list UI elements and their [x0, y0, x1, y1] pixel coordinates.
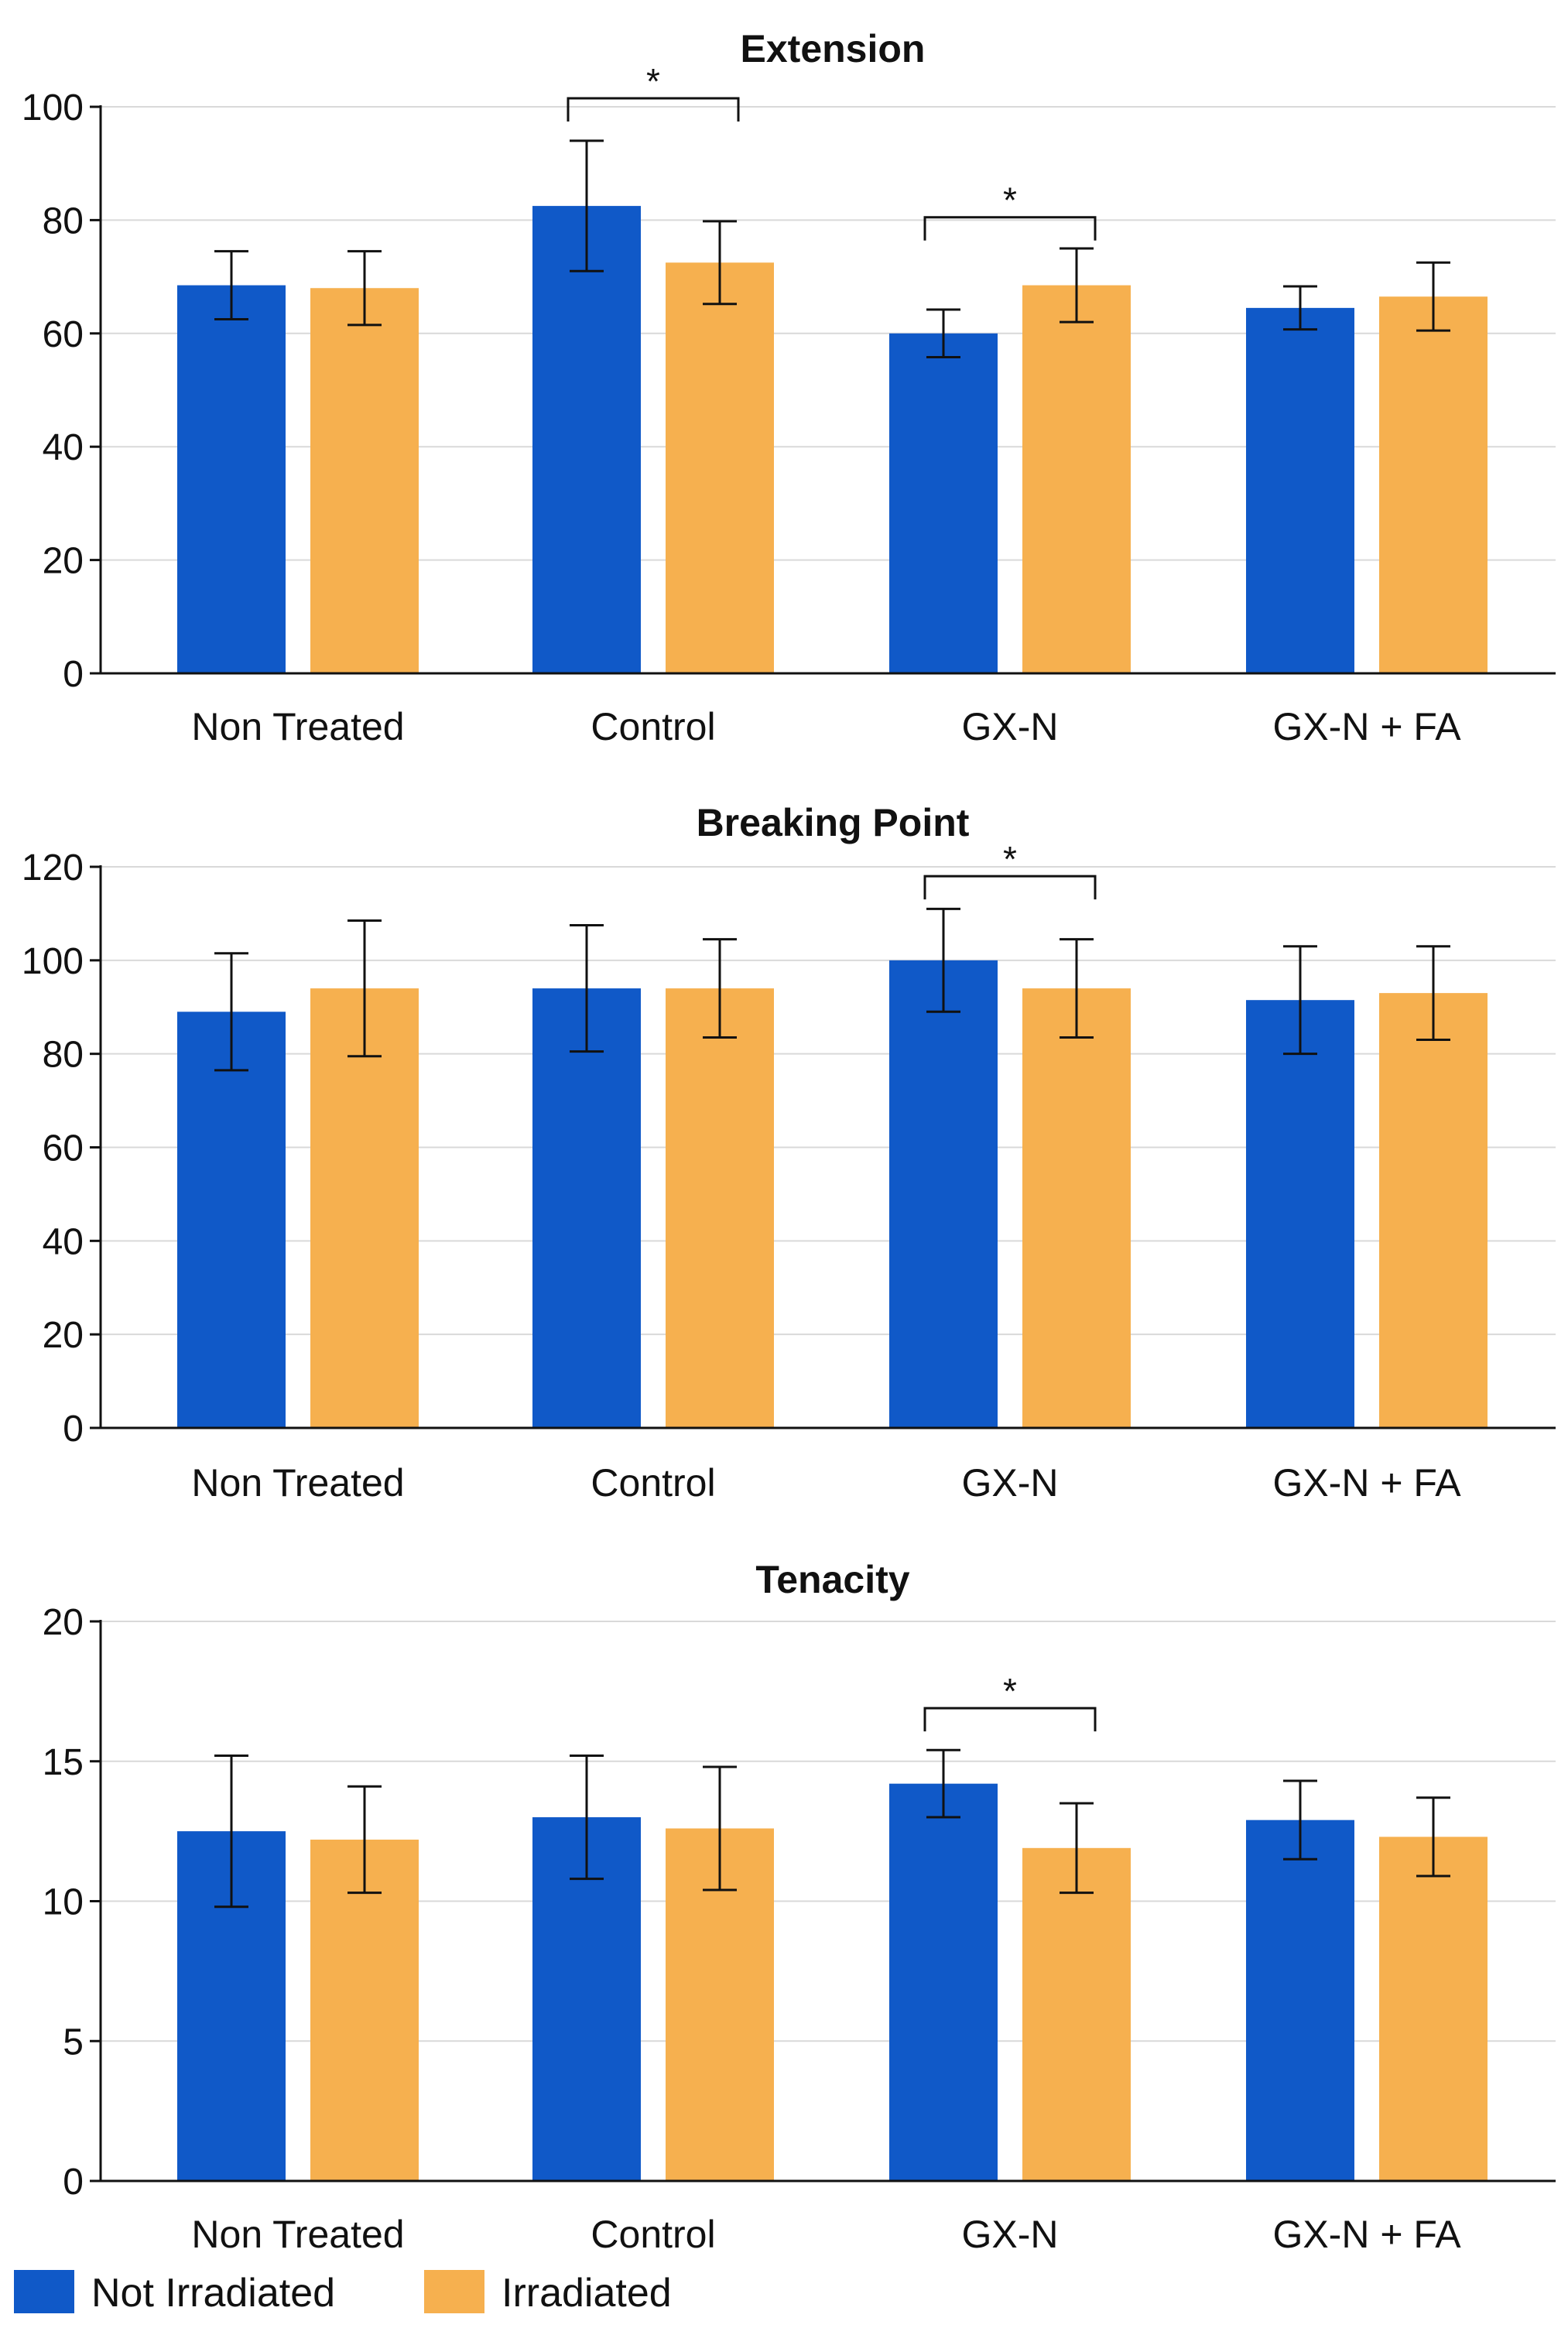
- significance-bracket: [923, 1707, 1097, 1732]
- error-bar-irradiated-non-treated: [347, 919, 382, 1058]
- significance-bracket: [923, 216, 1097, 241]
- y-tick-label: 80: [43, 200, 84, 241]
- error-bar-irradiated-gx-n: [1060, 247, 1094, 324]
- error-bar-irradiated-non-treated: [347, 1785, 382, 1895]
- y-tick-label: 20: [43, 1602, 84, 1643]
- x-category-label: GX-N: [962, 2213, 1059, 2256]
- bar-not-irradiated-gx-n-fa: [1246, 307, 1354, 673]
- y-tick-label: 40: [43, 1221, 84, 1262]
- error-bar-not-irradiated-gx-n-fa: [1283, 285, 1317, 331]
- x-category-label: GX-N + FA: [1272, 2213, 1461, 2256]
- error-bar-not-irradiated-non-treated: [214, 1755, 248, 1909]
- error-bar-not-irradiated-gx-n: [926, 308, 960, 359]
- significance-bracket: [567, 97, 740, 122]
- y-tick-label: 0: [63, 1409, 84, 1450]
- significance-star: *: [646, 61, 660, 101]
- bar-not-irradiated-non-treated: [177, 285, 286, 673]
- bar-irradiated-gx-n-fa: [1379, 1837, 1488, 2181]
- bar-irradiated-gx-n: [1022, 285, 1131, 673]
- error-bar-irradiated-gx-n-fa: [1416, 261, 1450, 332]
- significance-star: *: [1003, 180, 1017, 221]
- chart-extension: Extension 0 20 40 60 80 100 * * Non Treated Contro…: [22, 27, 1556, 748]
- bar-not-irradiated-control: [532, 988, 641, 1428]
- error-bar-not-irradiated-control: [570, 924, 604, 1053]
- y-tick-label: 60: [43, 314, 84, 355]
- y-tick-label: 0: [63, 2162, 84, 2203]
- legend-swatch-irradiated: [424, 2270, 484, 2313]
- x-category-label: Control: [591, 1461, 715, 1505]
- y-tick-label: 40: [43, 427, 84, 468]
- error-bar-not-irradiated-gx-n: [926, 907, 960, 1013]
- bar-irradiated-control: [666, 988, 774, 1428]
- bar-irradiated-gx-n-fa: [1379, 993, 1488, 1428]
- chart-title: Extension: [741, 27, 926, 70]
- bar-not-irradiated-control: [532, 206, 641, 674]
- y-tick-label: 100: [22, 941, 84, 982]
- y-tick-label: 100: [22, 87, 84, 128]
- significance-star: *: [1003, 839, 1017, 879]
- bar-not-irradiated-gx-n: [889, 1783, 998, 2181]
- error-bar-not-irradiated-control: [570, 1755, 604, 1881]
- bar-not-irradiated-gx-n: [889, 960, 998, 1428]
- x-category-label: GX-N: [962, 705, 1059, 748]
- error-bar-irradiated-control: [703, 938, 737, 1039]
- error-bar-not-irradiated-control: [570, 139, 604, 272]
- error-bar-irradiated-control: [703, 1765, 737, 1892]
- bar-not-irradiated-gx-n: [889, 333, 998, 673]
- y-tick-label: 120: [22, 847, 84, 888]
- error-bar-irradiated-gx-n: [1060, 938, 1094, 1039]
- y-tick-label: 60: [43, 1128, 84, 1169]
- error-bar-irradiated-control: [703, 220, 737, 306]
- y-tick-label: 0: [63, 654, 84, 695]
- y-tick-label: 80: [43, 1035, 84, 1076]
- x-category-label: Control: [591, 705, 715, 748]
- chart-breaking-point: Breaking Point 0 20 40 60 80 100 120 * Non Treate…: [22, 801, 1556, 1505]
- legend-swatch-not-irradiated: [14, 2270, 74, 2313]
- x-category-label: Control: [591, 2213, 715, 2256]
- significance-bracket: [923, 875, 1097, 900]
- x-category-label: GX-N: [962, 1461, 1059, 1505]
- error-bar-irradiated-non-treated: [347, 250, 382, 327]
- bar-irradiated-non-treated: [310, 1839, 419, 2181]
- error-bar-not-irradiated-gx-n: [926, 1748, 960, 1819]
- y-tick-label: 15: [43, 1742, 84, 1783]
- y-tick-label: 10: [43, 1882, 84, 1923]
- bar-irradiated-non-treated: [310, 988, 419, 1428]
- bar-irradiated-non-treated: [310, 288, 419, 673]
- chart-title: Tenacity: [755, 1558, 909, 1601]
- bar-irradiated-gx-n: [1022, 988, 1131, 1428]
- legend-label-not-irradiated: Not Irradiated: [91, 2271, 335, 2316]
- x-category-label: GX-N + FA: [1272, 705, 1461, 748]
- bar-not-irradiated-gx-n-fa: [1246, 1000, 1354, 1428]
- y-tick-label: 20: [43, 1315, 84, 1356]
- x-category-label: Non Treated: [191, 2213, 404, 2256]
- y-tick-label: 5: [63, 2022, 84, 2063]
- significance-star: *: [1003, 1671, 1017, 1711]
- bar-not-irradiated-non-treated: [177, 1012, 286, 1428]
- x-category-label: Non Treated: [191, 705, 404, 748]
- chart-title: Breaking Point: [697, 801, 970, 844]
- error-bar-not-irradiated-non-treated: [214, 952, 248, 1072]
- x-category-label: GX-N + FA: [1272, 1461, 1461, 1505]
- error-bar-not-irradiated-gx-n-fa: [1283, 945, 1317, 1056]
- bar-irradiated-control: [666, 262, 774, 673]
- error-bar-not-irradiated-non-treated: [214, 250, 248, 320]
- error-bar-not-irradiated-gx-n-fa: [1283, 1779, 1317, 1861]
- chart-tenacity: Tenacity 0 5 10 15 20 * Non Treated Control GX-N G…: [43, 1558, 1556, 2256]
- error-bar-irradiated-gx-n-fa: [1416, 945, 1450, 1042]
- x-category-label: Non Treated: [191, 1461, 404, 1505]
- bar-irradiated-gx-n: [1022, 1847, 1131, 2181]
- legend-label-irradiated: Irradiated: [502, 2271, 672, 2316]
- bar-irradiated-gx-n-fa: [1379, 296, 1488, 673]
- error-bar-irradiated-gx-n: [1060, 1802, 1094, 1895]
- legend: Not Irradiated Irradiated: [14, 2270, 672, 2316]
- y-tick-label: 20: [43, 541, 84, 582]
- bar-not-irradiated-gx-n-fa: [1246, 1820, 1354, 2181]
- error-bar-irradiated-gx-n-fa: [1416, 1796, 1450, 1878]
